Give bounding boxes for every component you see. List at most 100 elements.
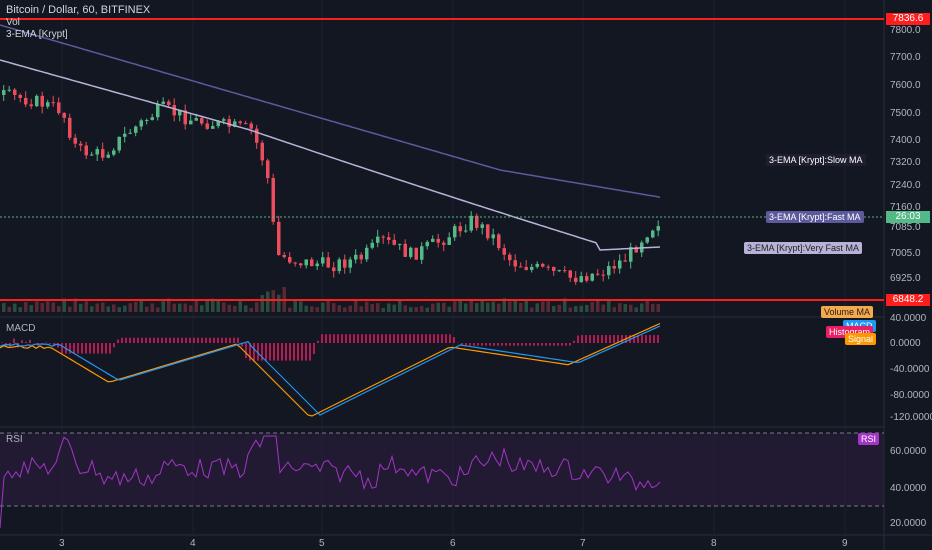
volume-bar [535,303,539,312]
candle-body [629,247,633,262]
candle-body [431,238,435,242]
volume-bar [612,307,616,312]
volume-bar [255,302,259,312]
volume-bar [480,300,484,312]
candle-body [579,276,583,282]
candle-body [326,257,330,268]
candle-body [574,277,578,282]
volume-bar [46,301,50,312]
candle-body [260,142,264,161]
volume-bar [145,306,149,312]
ema-indicator-label[interactable]: 3-EMA [Krypt] [6,29,68,40]
candle-body [645,237,649,243]
volume-bar [156,307,160,312]
volume-bar [299,301,303,312]
candle-body [370,242,374,248]
volume-bar [436,302,440,312]
candle-body [524,267,528,270]
volume-bar [348,305,352,312]
candle-body [178,110,182,116]
volume-bar [376,303,380,312]
candle-body [84,145,88,156]
resistance-price-box[interactable]: 7836.6 [886,13,930,25]
candle-body [205,123,209,129]
volume-bar [469,299,473,312]
volume-bar [557,304,561,312]
candle-body [469,215,473,231]
volume-bar [530,307,534,312]
price-axis-label: 7160.0 [890,202,921,213]
candle-body [2,90,6,95]
volume-bar [403,305,407,312]
candle-body [552,267,556,271]
candle-body [442,242,446,245]
candle-body [271,178,275,222]
volume-bar [541,301,545,312]
candle-body [392,239,396,245]
volume-bar [447,306,451,312]
candle-body [458,226,462,232]
macd-pane-label[interactable]: MACD [6,323,36,334]
candle-body [541,263,545,267]
volume-bar [464,303,468,312]
candle-body [161,101,165,104]
volume-bar [57,306,61,312]
volume-bar [601,304,605,312]
volume-indicator-label[interactable]: Vol [6,17,20,28]
volume-bar [618,303,622,312]
symbol-title[interactable]: Bitcoin / Dollar, 60, BITFINEX [6,4,151,16]
support-price-box[interactable]: 6848.2 [886,294,930,306]
candle-body [46,102,50,107]
volume-bar [425,307,429,312]
volume-bar [293,300,297,312]
macd-axis-label: -40.0000 [890,364,930,375]
candle-body [519,266,523,268]
candle-body [293,262,297,264]
volume-bar [205,299,209,312]
candle-body [62,113,66,118]
candle-body [563,270,567,272]
time-axis-label: 9 [842,538,848,549]
volume-bar [431,303,435,312]
volume-bar [304,305,308,312]
rsi-axis-label: 20.0000 [890,518,927,529]
volume-bar [420,306,424,312]
rsi-pane-label[interactable]: RSI [6,434,23,445]
volume-bar [343,307,347,312]
candle-body [277,221,281,256]
macd-line [0,325,661,416]
macd-axis-label: 40.0000 [890,313,927,324]
candle-body [112,150,116,155]
candle-body [51,102,55,104]
candle-body [568,270,572,278]
volume-bar [442,302,446,312]
volume-bar [7,306,11,312]
time-axis-label: 4 [190,538,196,549]
volume-bar [656,304,660,312]
volume-bar [183,303,187,312]
candle-body [365,247,369,260]
candle-body [68,117,72,138]
candle-body [134,126,138,133]
candle-body [150,117,154,120]
volume-bar [590,302,594,312]
candle-body [299,263,303,266]
volume-bar [321,302,325,312]
volume-bar [392,304,396,312]
candle-body [651,230,655,238]
candle-body [425,241,429,247]
volume-bar [563,298,567,312]
volume-bar [414,307,418,312]
time-axis-label: 6 [450,538,456,549]
macd-axis-label: -80.0000 [890,390,930,401]
volume-bar [90,306,94,312]
macd-axis-label: 0.0000 [890,338,921,349]
volume-bar [315,307,319,312]
candle-body [189,120,193,125]
candle-body [57,102,61,114]
volume-bar [29,305,33,312]
volume-bar [519,302,523,312]
candle-body [200,118,204,124]
volume-bar [13,303,17,312]
